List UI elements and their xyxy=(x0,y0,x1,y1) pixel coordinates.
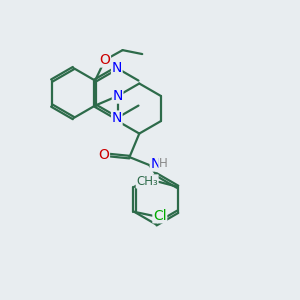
Text: N: N xyxy=(112,89,123,103)
Text: H: H xyxy=(159,158,168,170)
Text: Cl: Cl xyxy=(153,209,166,223)
Text: CH₃: CH₃ xyxy=(136,175,158,188)
Text: O: O xyxy=(100,53,110,67)
Text: N: N xyxy=(112,111,122,125)
Text: N: N xyxy=(150,157,161,171)
Text: N: N xyxy=(112,61,122,75)
Text: O: O xyxy=(98,148,110,162)
